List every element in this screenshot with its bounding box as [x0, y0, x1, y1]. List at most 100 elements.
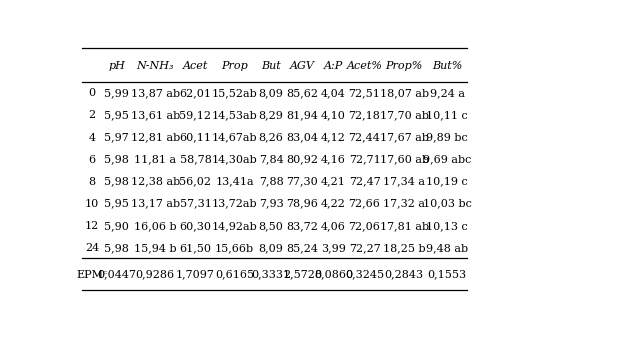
Text: 17,60 ab: 17,60 ab — [380, 155, 429, 164]
Text: 10,03 bc: 10,03 bc — [423, 199, 471, 209]
Text: 80,92: 80,92 — [286, 155, 318, 164]
Text: 85,62: 85,62 — [286, 88, 318, 98]
Text: 5,98: 5,98 — [105, 243, 130, 253]
Text: 7,88: 7,88 — [259, 177, 283, 187]
Text: 72,27: 72,27 — [349, 243, 380, 253]
Text: 18,25 b: 18,25 b — [383, 243, 426, 253]
Text: 5,95: 5,95 — [105, 111, 130, 121]
Text: 5,98: 5,98 — [105, 155, 130, 164]
Text: 72,51: 72,51 — [348, 88, 380, 98]
Text: 72,47: 72,47 — [349, 177, 380, 187]
Text: Acet: Acet — [182, 61, 208, 71]
Text: 72,18: 72,18 — [348, 111, 380, 121]
Text: 72,44: 72,44 — [348, 132, 380, 143]
Text: 9,48 ab: 9,48 ab — [426, 243, 468, 253]
Text: AGV: AGV — [290, 61, 315, 71]
Text: 0,6165: 0,6165 — [215, 270, 254, 280]
Text: 14,92ab: 14,92ab — [212, 221, 257, 231]
Text: 8,29: 8,29 — [258, 111, 283, 121]
Text: Prop%: Prop% — [385, 61, 423, 71]
Text: 17,70 ab: 17,70 ab — [380, 111, 429, 121]
Text: 17,34 a: 17,34 a — [383, 177, 425, 187]
Text: 0,0447: 0,0447 — [98, 270, 137, 280]
Text: 9,24 a: 9,24 a — [429, 88, 464, 98]
Text: 10,13 c: 10,13 c — [426, 221, 468, 231]
Text: 2,5728: 2,5728 — [283, 270, 322, 280]
Text: 4,16: 4,16 — [321, 155, 346, 164]
Text: 5,98: 5,98 — [105, 177, 130, 187]
Text: 2: 2 — [89, 111, 96, 121]
Text: 0,0860: 0,0860 — [314, 270, 353, 280]
Text: 72,06: 72,06 — [348, 221, 380, 231]
Text: 0,9286: 0,9286 — [136, 270, 175, 280]
Text: 10,11 c: 10,11 c — [426, 111, 468, 121]
Text: 62,01: 62,01 — [179, 88, 211, 98]
Text: 17,32 a: 17,32 a — [383, 199, 425, 209]
Text: 16,06 b: 16,06 b — [134, 221, 177, 231]
Text: 14,53ab: 14,53ab — [212, 111, 257, 121]
Text: 11,81 a: 11,81 a — [134, 155, 176, 164]
Text: 12: 12 — [85, 221, 100, 231]
Text: 5,99: 5,99 — [105, 88, 130, 98]
Text: 83,72: 83,72 — [286, 221, 318, 231]
Text: 10,19 c: 10,19 c — [426, 177, 468, 187]
Text: A:P: A:P — [323, 61, 343, 71]
Text: 57,31: 57,31 — [179, 199, 211, 209]
Text: 13,17 ab: 13,17 ab — [131, 199, 180, 209]
Text: 4,12: 4,12 — [321, 132, 346, 143]
Text: 1,7097: 1,7097 — [176, 270, 215, 280]
Text: 14,67ab: 14,67ab — [212, 132, 257, 143]
Text: 4,04: 4,04 — [321, 88, 346, 98]
Text: 12,81 ab: 12,81 ab — [131, 132, 180, 143]
Text: 17,81 ab: 17,81 ab — [380, 221, 429, 231]
Text: 81,94: 81,94 — [286, 111, 318, 121]
Text: 61,50: 61,50 — [179, 243, 211, 253]
Text: 5,95: 5,95 — [105, 199, 130, 209]
Text: 8,26: 8,26 — [258, 132, 283, 143]
Text: 58,78: 58,78 — [179, 155, 211, 164]
Text: 60,11: 60,11 — [179, 132, 211, 143]
Text: 14,30ab: 14,30ab — [212, 155, 257, 164]
Text: 85,24: 85,24 — [286, 243, 318, 253]
Text: 13,61 ab: 13,61 ab — [131, 111, 180, 121]
Text: 60,30: 60,30 — [179, 221, 211, 231]
Text: 4,10: 4,10 — [321, 111, 346, 121]
Text: But%: But% — [432, 61, 463, 71]
Text: 0,3245: 0,3245 — [345, 270, 384, 280]
Text: 5,90: 5,90 — [105, 221, 130, 231]
Text: 83,04: 83,04 — [286, 132, 318, 143]
Text: But: But — [261, 61, 281, 71]
Text: 13,72ab: 13,72ab — [212, 199, 257, 209]
Text: 59,12: 59,12 — [179, 111, 211, 121]
Text: Acet%: Acet% — [346, 61, 383, 71]
Text: 0,1553: 0,1553 — [427, 270, 466, 280]
Text: 0: 0 — [89, 88, 96, 98]
Text: 4,22: 4,22 — [321, 199, 346, 209]
Text: 8: 8 — [89, 177, 96, 187]
Text: 7,93: 7,93 — [259, 199, 283, 209]
Text: 9,69 abc: 9,69 abc — [423, 155, 471, 164]
Text: 24: 24 — [85, 243, 100, 253]
Text: 4: 4 — [89, 132, 96, 143]
Text: 6: 6 — [89, 155, 96, 164]
Text: 0,3331: 0,3331 — [251, 270, 291, 280]
Text: 8,09: 8,09 — [258, 243, 283, 253]
Text: 4,06: 4,06 — [321, 221, 346, 231]
Text: 7,84: 7,84 — [259, 155, 283, 164]
Text: 3,99: 3,99 — [321, 243, 346, 253]
Text: 72,66: 72,66 — [348, 199, 380, 209]
Text: N-NH₃: N-NH₃ — [137, 61, 174, 71]
Text: 15,52ab: 15,52ab — [212, 88, 257, 98]
Text: 9,89 bc: 9,89 bc — [426, 132, 468, 143]
Text: 12,38 ab: 12,38 ab — [131, 177, 180, 187]
Text: 15,94 b: 15,94 b — [134, 243, 177, 253]
Text: Prop: Prop — [221, 61, 248, 71]
Text: 18,07 ab: 18,07 ab — [380, 88, 429, 98]
Text: 0,2843: 0,2843 — [385, 270, 424, 280]
Text: 72,71: 72,71 — [349, 155, 380, 164]
Text: 56,02: 56,02 — [179, 177, 211, 187]
Text: 17,67 ab: 17,67 ab — [380, 132, 429, 143]
Text: 10: 10 — [85, 199, 100, 209]
Text: 5,97: 5,97 — [105, 132, 130, 143]
Text: 13,87 ab: 13,87 ab — [131, 88, 180, 98]
